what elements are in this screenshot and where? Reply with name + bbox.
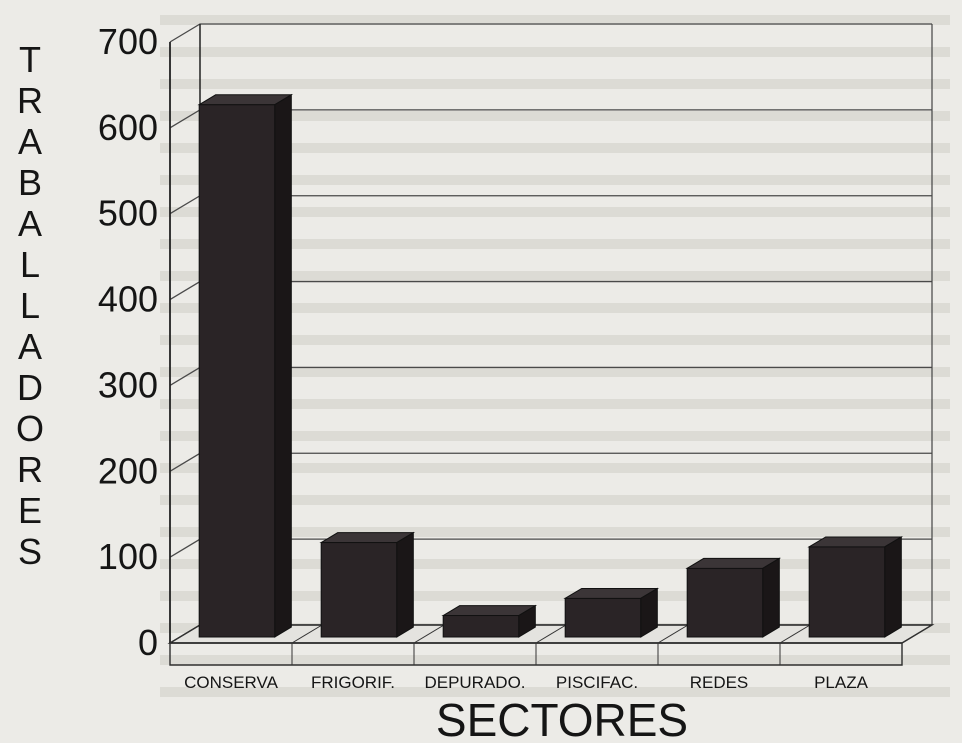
floor-divider	[657, 624, 689, 644]
y-tick-labels: 0 100 200 300 400 500 600 700	[98, 21, 158, 663]
bar-front-face	[564, 597, 642, 638]
bar-redes	[685, 557, 782, 638]
x-tick-label: CONSERVA	[184, 673, 279, 692]
y-axis-label-letter: R	[17, 449, 43, 490]
bar-side-face	[518, 604, 536, 638]
bar-side-face	[274, 93, 292, 638]
y-axis-label-letter: E	[18, 490, 42, 531]
y-tick-label: 400	[98, 279, 158, 320]
x-tick-label: PISCIFAC.	[556, 673, 638, 692]
y-axis-label-letter: S	[18, 531, 42, 572]
bar-front-face	[686, 567, 764, 638]
bar-front-face	[198, 104, 276, 638]
y-axis-label-letter: L	[20, 285, 40, 326]
bar-front-face	[808, 546, 886, 638]
floor-divider	[169, 624, 201, 644]
bar-side-face	[640, 587, 658, 638]
bar-depurado	[441, 604, 538, 638]
y-tick-label: 0	[138, 622, 158, 663]
y-axis-label-letter: A	[18, 121, 42, 162]
y-axis-label-letter: A	[18, 203, 42, 244]
bar-side-face	[884, 536, 902, 638]
y-axis-label-letter: T	[19, 39, 41, 80]
y-tick-label: 100	[98, 536, 158, 577]
floor-divider	[779, 624, 811, 644]
bar-front-face	[442, 615, 520, 638]
y-axis-label-letter: L	[20, 244, 40, 285]
y-axis-label-letter: A	[18, 326, 42, 367]
y-tick-label: 200	[98, 450, 158, 491]
y-tick-label: 300	[98, 364, 158, 405]
chart-bars	[197, 93, 904, 638]
gridline	[169, 23, 932, 43]
x-tick-label: REDES	[690, 673, 749, 692]
bar-piscifac	[563, 587, 660, 638]
floor-divider	[535, 624, 567, 644]
y-axis-label-letter: R	[17, 80, 43, 121]
bar-side-face	[396, 531, 414, 638]
y-axis-label-letter: B	[18, 162, 42, 203]
x-tick-label: DEPURADO.	[424, 673, 525, 692]
y-axis-label-letter: D	[17, 367, 43, 408]
floor-divider	[901, 624, 933, 644]
bar-side-face	[762, 557, 780, 638]
x-tick-label: PLAZA	[814, 673, 869, 692]
bar-front-face	[320, 542, 398, 638]
bar-frigorif	[319, 531, 416, 638]
y-tick-label: 500	[98, 193, 158, 234]
x-axis-title: SECTORES	[436, 694, 688, 743]
y-tick-label: 700	[98, 21, 158, 62]
bar-plaza	[807, 536, 904, 638]
x-tick-label: FRIGORIF.	[311, 673, 395, 692]
y-tick-label: 600	[98, 107, 158, 148]
floor-divider	[291, 624, 323, 644]
x-category-labels: CONSERVA FRIGORIF. DEPURADO. PISCIFAC. REDES…	[184, 673, 869, 692]
bar-conserva	[197, 93, 294, 638]
y-axis-label-letter: O	[16, 408, 44, 449]
floor-divider	[413, 624, 445, 644]
